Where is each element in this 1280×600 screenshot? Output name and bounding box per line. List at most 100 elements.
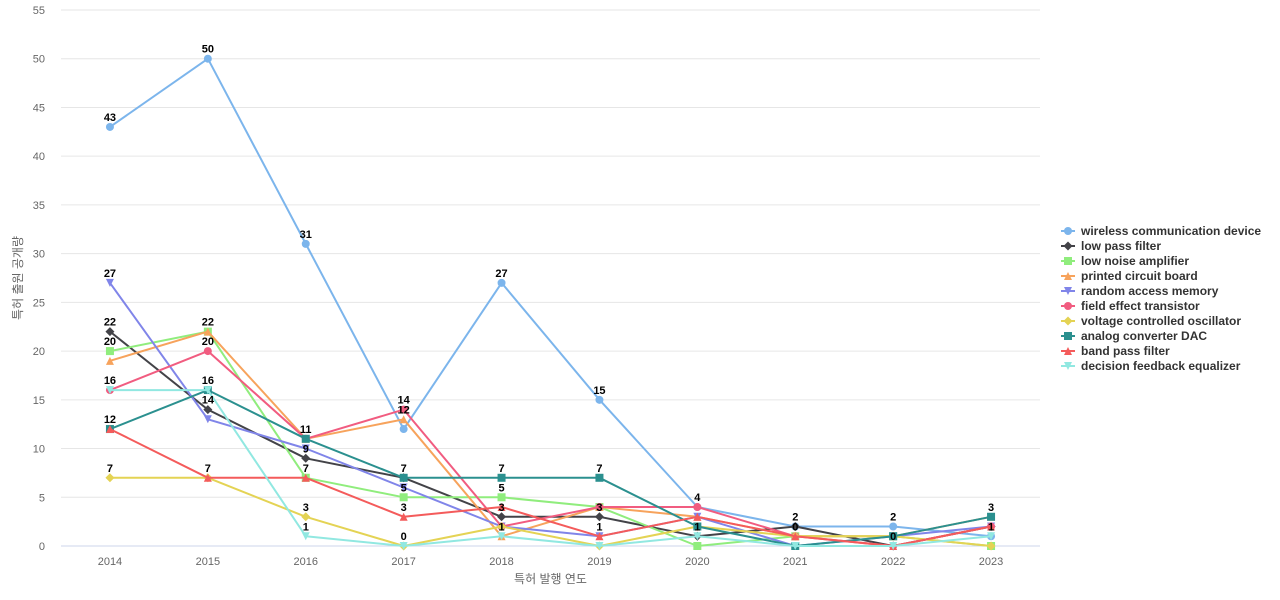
legend-item-wireless-communication-device[interactable]: wireless communication device [1061,224,1261,238]
series-line-low-noise-amplifier [109,330,993,547]
data-label: 7 [205,463,211,475]
data-label: 14 [398,395,411,407]
data-point-low-noise-amplifier-2020 [693,542,702,550]
y-tick-label: 55 [33,5,45,17]
legend-marker [1064,362,1072,370]
data-label: 7 [401,463,407,475]
data-point-analog-converter-dac-2019 [595,473,604,482]
legend-label: printed circuit board [1081,269,1198,283]
legend-label: low pass filter [1081,239,1161,253]
series-line-decision-feedback-equalizer [109,389,993,547]
data-point-wireless-communication-device-2014 [105,122,114,131]
data-point-band-pass-filter-2021 [791,532,800,541]
legend-item-low-pass-filter[interactable]: low pass filter [1061,239,1161,253]
data-point-band-pass-filter-2023 [987,522,996,531]
data-point-decision-feedback-equalizer-2015 [203,386,212,395]
data-point-decision-feedback-equalizer-2016 [301,532,310,541]
legend-marker [1063,241,1073,251]
data-point-band-pass-filter-2018 [497,503,506,512]
axis-layer: 특허 발행 연도 특허 출원 공개량 051015202530354045505… [11,5,1003,586]
x-tick-label-2015: 2015 [196,556,220,568]
data-label: 3 [596,502,602,514]
data-point-printed-circuit-board-2014 [105,356,114,365]
legend-item-band-pass-filter[interactable]: band pass filter [1061,344,1170,358]
series-line-low-pass-filter [109,330,993,547]
data-point-field-effect-transistor-2017 [399,405,408,414]
series-line-wireless-communication-device [109,57,993,538]
data-label: 16 [104,375,116,387]
series-decision-feedback-equalizer [105,386,996,550]
y-tick-label: 10 [33,444,45,456]
data-point-low-pass-filter-2016 [301,453,311,463]
y-tick-label: 0 [39,541,45,553]
legend-item-random-access-memory[interactable]: random access memory [1061,284,1219,298]
data-point-voltage-controlled-oscillator-2023 [986,541,996,551]
data-point-decision-feedback-equalizer-2021 [791,542,800,550]
legend-item-analog-converter-dac[interactable]: analog converter DAC [1061,329,1207,343]
legend-label: decision feedback equalizer [1081,359,1241,373]
data-label: 27 [495,268,507,280]
data-point-low-pass-filter-2019 [594,512,604,522]
x-axis-title: 특허 발행 연도 [514,571,587,586]
legend-item-low-noise-amplifier[interactable]: low noise amplifier [1061,254,1189,268]
data-point-decision-feedback-equalizer-2017 [399,542,408,550]
data-point-low-noise-amplifier-2017 [399,493,408,502]
data-label: 9 [303,443,309,455]
data-label: 15 [593,385,605,397]
y-tick-label: 40 [33,151,45,163]
data-point-decision-feedback-equalizer-2018 [497,532,506,541]
data-point-low-pass-filter-2014 [105,327,115,337]
data-point-analog-converter-dac-2023 [987,512,996,521]
series-wireless-communication-device [105,54,996,541]
data-label: 12 [398,404,410,416]
data-label: 50 [202,44,214,56]
legend-item-printed-circuit-board[interactable]: printed circuit board [1061,269,1198,283]
data-label: 1 [498,521,504,533]
data-label: 22 [104,317,116,329]
data-point-analog-converter-dac-2020 [693,522,702,531]
legend-item-field-effect-transistor[interactable]: field effect transistor [1061,299,1200,313]
data-point-low-pass-filter-2015 [203,405,213,415]
grid-layer [61,9,1040,547]
x-tick-label-2022: 2022 [881,556,905,568]
data-label: 31 [300,229,312,241]
legend-item-decision-feedback-equalizer[interactable]: decision feedback equalizer [1061,359,1241,373]
legend-marker [1064,272,1072,280]
series-random-access-memory [105,278,996,550]
y-tick-label: 50 [33,54,45,66]
data-label: 1 [988,521,994,533]
data-point-random-access-memory-2014 [105,278,114,287]
legend-item-voltage-controlled-oscillator[interactable]: voltage controlled oscillator [1061,314,1241,328]
legend-label: analog converter DAC [1081,329,1207,343]
data-point-wireless-communication-device-2018 [497,278,506,287]
legend-marker [1063,316,1073,326]
series-line-random-access-memory [109,281,993,547]
y-tick-label: 20 [33,346,45,358]
data-point-analog-converter-dac-2016 [301,434,310,443]
data-point-field-effect-transistor-2020 [693,503,702,512]
data-point-analog-converter-dac-2018 [497,473,506,482]
data-point-decision-feedback-equalizer-2019 [595,542,604,550]
data-label: 7 [498,463,504,475]
data-label: 43 [104,112,116,124]
data-label: 22 [202,317,214,329]
x-tick-label-2018: 2018 [489,556,513,568]
data-label: 12 [104,414,116,426]
data-point-decision-feedback-equalizer-2020 [693,532,702,541]
x-tick-label-2017: 2017 [391,556,415,568]
data-point-printed-circuit-board-2015 [203,327,212,336]
data-label: 2 [792,512,798,524]
y-axis-title: 특허 출원 공개량 [11,236,25,320]
x-tick-label-2023: 2023 [979,556,1003,568]
data-label: 0 [890,531,896,543]
data-point-random-access-memory-2017 [399,483,408,492]
data-point-wireless-communication-device-2015 [203,54,212,63]
y-tick-label: 5 [39,492,45,504]
legend-label: random access memory [1081,284,1219,298]
data-label: 1 [694,521,700,533]
data-point-low-pass-filter-2021 [790,522,800,532]
data-point-low-noise-amplifier-2018 [497,493,506,502]
data-label: 3 [303,502,309,514]
